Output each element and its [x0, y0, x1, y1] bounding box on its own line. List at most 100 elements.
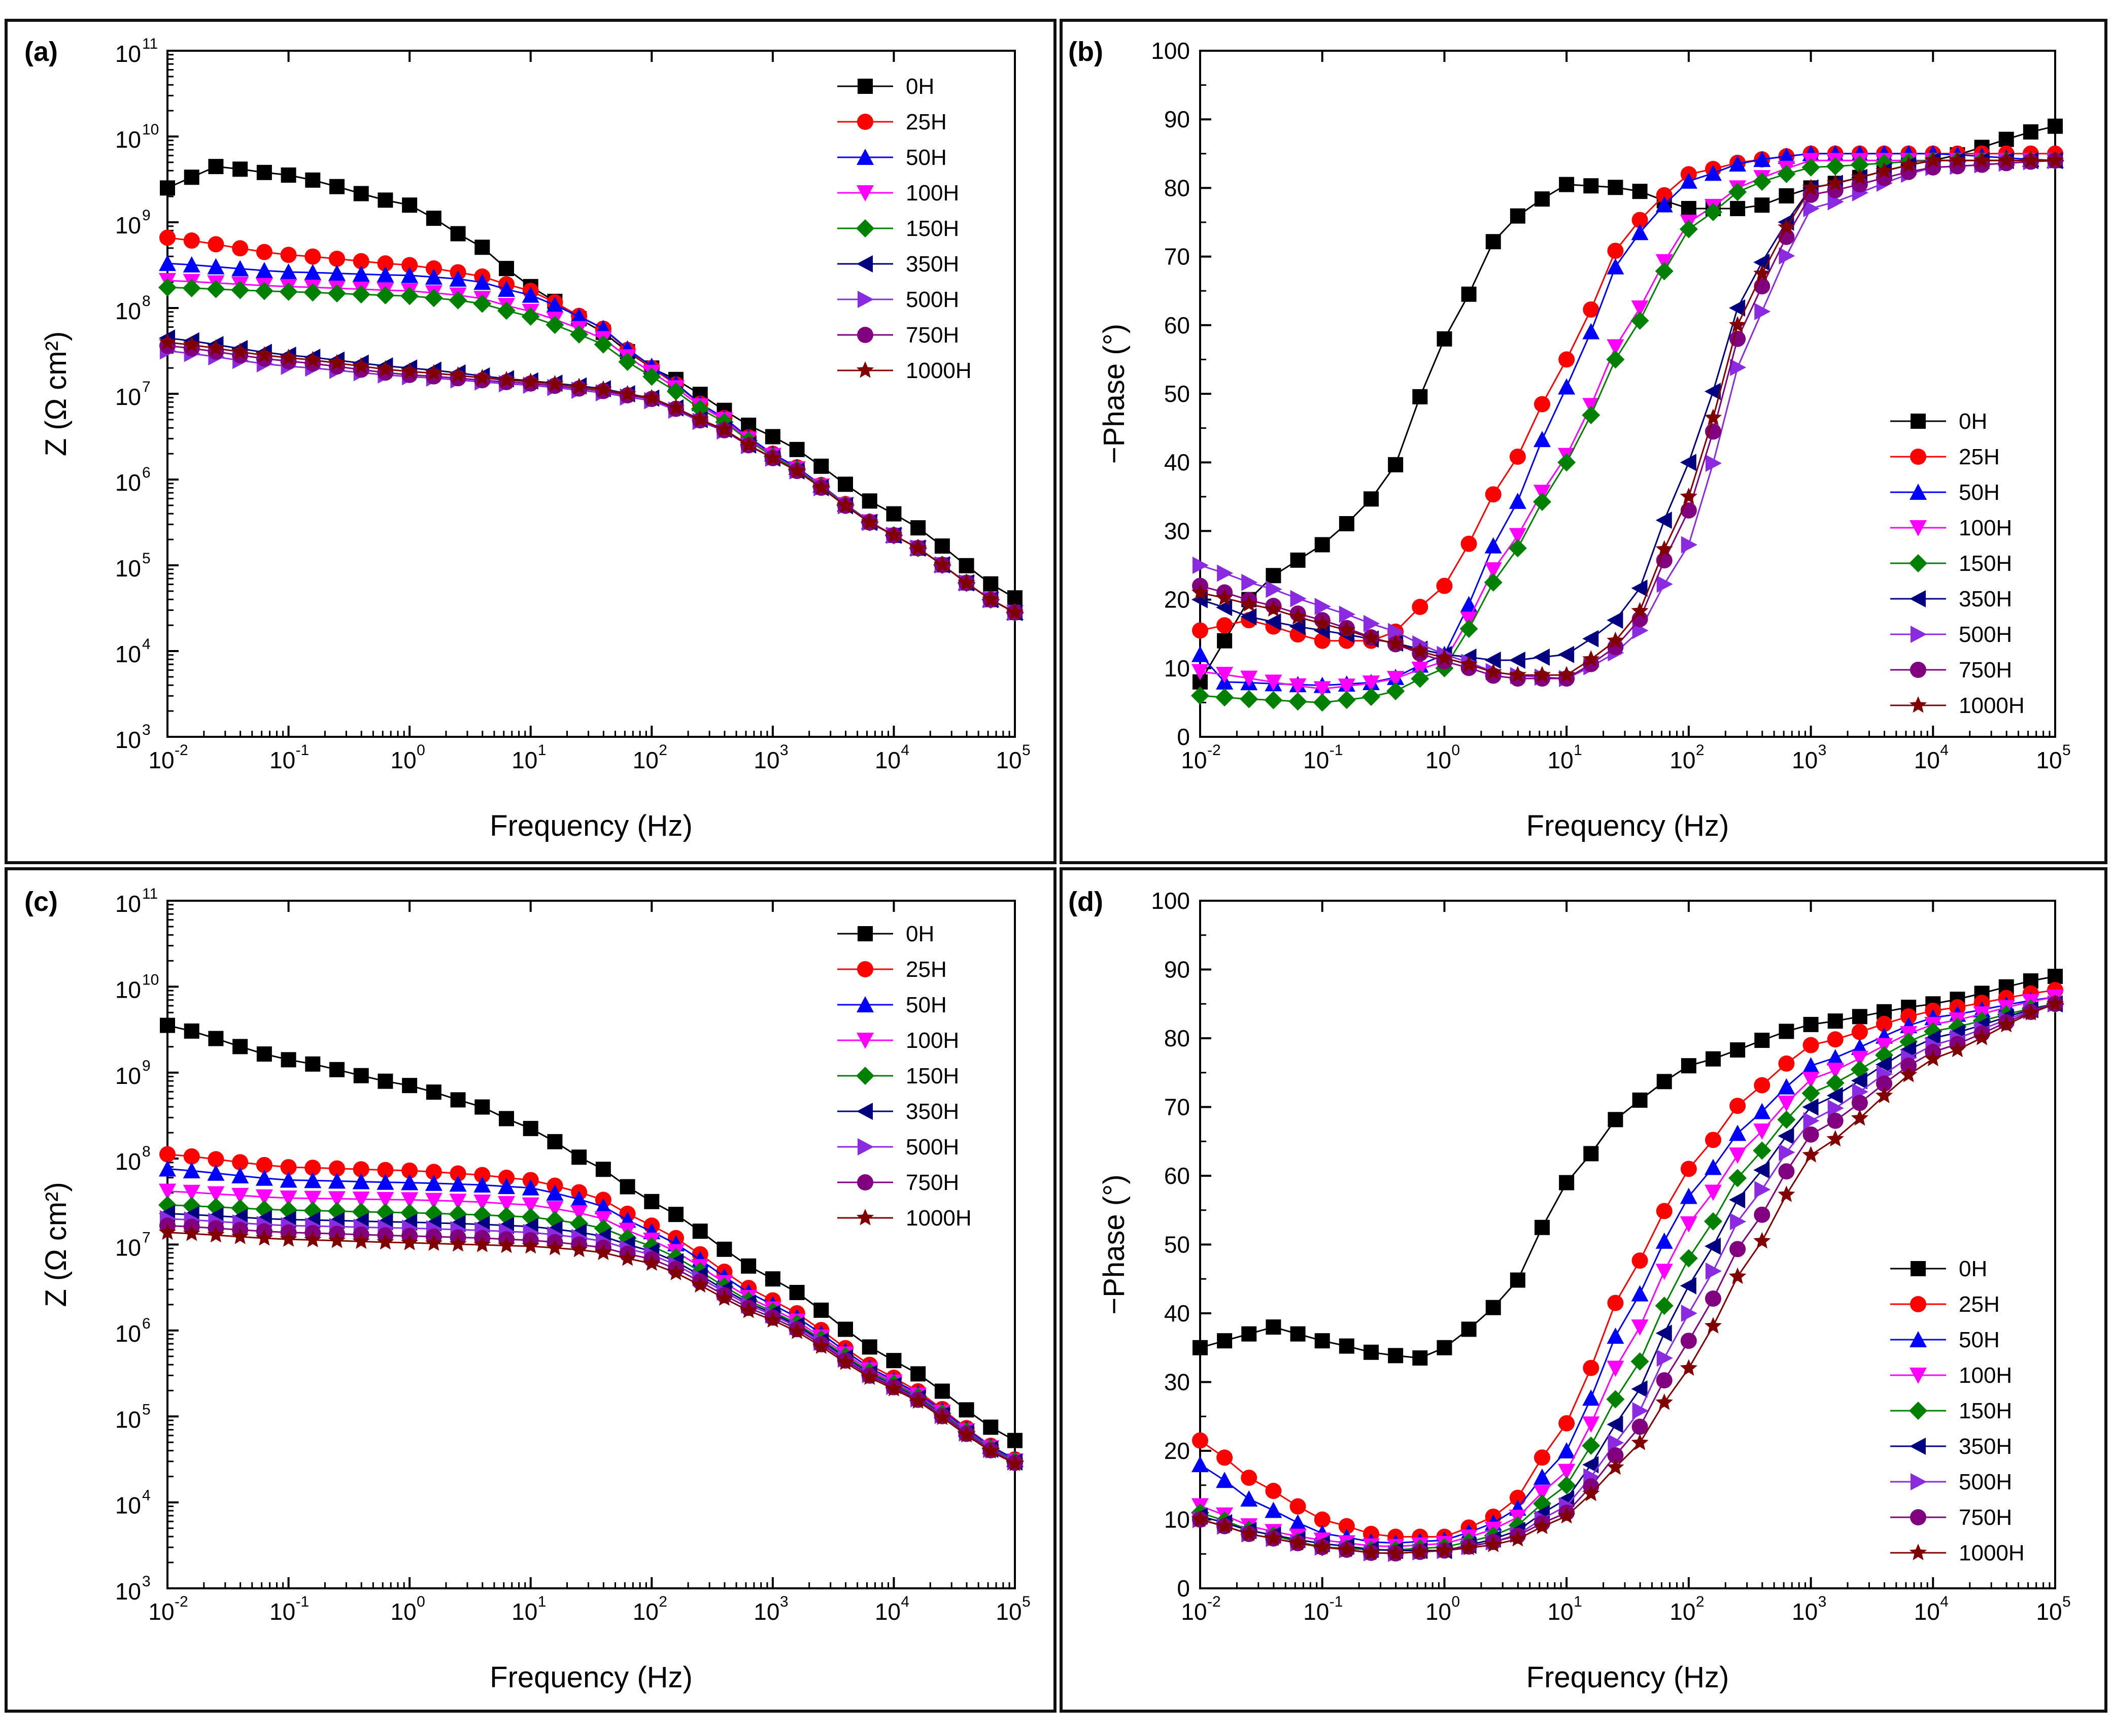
- data-point: [1508, 539, 1527, 558]
- data-point: [159, 255, 176, 271]
- data-point: [255, 1169, 273, 1186]
- data-point: [1875, 162, 1893, 179]
- data-point: [498, 1196, 515, 1212]
- panel-d-label: (d): [1068, 887, 1103, 917]
- data-point: [741, 1258, 757, 1274]
- data-point: [1679, 1249, 1698, 1268]
- data-point: [1802, 1146, 1820, 1163]
- data-point: [1388, 1348, 1404, 1364]
- data-point: [1680, 1161, 1697, 1177]
- data-point: [498, 280, 515, 297]
- data-point: [1705, 1290, 1721, 1307]
- data-point: [1826, 1063, 1844, 1079]
- data-point: [473, 274, 491, 290]
- data-point: [1900, 156, 1918, 173]
- data-point: [499, 1111, 514, 1127]
- data-point: [378, 1073, 393, 1089]
- data-point: [1266, 568, 1281, 584]
- data-point: [1827, 1031, 1844, 1048]
- data-point: [425, 268, 442, 285]
- y-tick-label: 10: [115, 891, 141, 917]
- data-point: [1266, 1319, 1281, 1335]
- data-point: [1680, 487, 1697, 504]
- data-point: [377, 1233, 394, 1250]
- y-tick-exponent: 11: [142, 36, 158, 52]
- data-point: [474, 1099, 490, 1115]
- data-point: [983, 576, 999, 592]
- panel-b-frame: [1060, 19, 2107, 864]
- data-point: [546, 1201, 564, 1217]
- series-1000H: [158, 1223, 1024, 1471]
- data-point: [1655, 1297, 1674, 1315]
- data-point: [1509, 666, 1526, 683]
- panel-a: (a) 10 -2 10 -1 10 0 10 1 10 2 10 3 10 4 10 510 310 410 51…: [5, 19, 1057, 864]
- data-point: [207, 1226, 225, 1243]
- data-point: [1606, 350, 1625, 369]
- x-axis-title: Frequency (Hz): [1526, 809, 1729, 842]
- data-point: [1338, 1540, 1355, 1557]
- data-point: [232, 240, 249, 257]
- data-point: [1656, 187, 1673, 203]
- y-axis-title: −Phase (°): [1098, 1174, 1131, 1314]
- data-point: [1681, 536, 1697, 554]
- legend-marker: [1909, 1544, 1927, 1560]
- data-point: [1706, 1051, 1721, 1067]
- data-point: [1826, 157, 1845, 176]
- data-point: [1484, 537, 1502, 554]
- data-point: [1777, 1110, 1796, 1129]
- data-point: [1729, 299, 1746, 317]
- data-point: [1484, 652, 1501, 669]
- data-point: [1778, 1078, 1795, 1095]
- panel-a-frame: [5, 19, 1057, 864]
- data-point: [522, 372, 539, 389]
- data-point: [570, 308, 588, 324]
- data-point: [256, 1046, 272, 1062]
- data-point: [1826, 1130, 1844, 1147]
- data-point: [1630, 311, 1649, 330]
- data-point: [933, 1408, 951, 1425]
- x-tick-exponent: 4: [901, 742, 909, 759]
- data-point: [909, 539, 927, 556]
- data-point: [910, 520, 926, 536]
- x-tick-label: 10: [1303, 1598, 1329, 1625]
- data-point: [183, 232, 200, 249]
- data-point: [862, 1339, 877, 1355]
- data-point: [1535, 191, 1550, 207]
- data-point: [1436, 1541, 1453, 1558]
- data-point: [1753, 173, 1772, 191]
- data-point: [280, 1190, 297, 1207]
- data-point: [208, 236, 224, 253]
- data-point: [1241, 1470, 1257, 1486]
- data-point: [498, 1178, 515, 1195]
- data-point: [812, 1337, 830, 1354]
- data-point: [1265, 1502, 1282, 1518]
- data-point: [1754, 1181, 1771, 1199]
- legend-marker: [857, 1174, 873, 1190]
- data-point: [1850, 155, 1869, 174]
- data-point: [1655, 512, 1672, 529]
- legend-label: 25H: [1959, 1292, 2000, 1317]
- data-point: [1779, 1143, 1795, 1161]
- data-point: [1362, 688, 1380, 706]
- x-tick-exponent: 5: [2062, 742, 2071, 759]
- data-point: [1924, 151, 1942, 168]
- data-point: [1006, 1454, 1024, 1471]
- data-point: [1007, 590, 1023, 606]
- x-tick-label: 10: [391, 747, 417, 773]
- legend-marker: [1910, 1438, 1926, 1455]
- legend-label: 50H: [1959, 480, 2000, 505]
- data-point: [303, 283, 322, 302]
- data-point: [1876, 1075, 1892, 1092]
- data-point: [1631, 602, 1649, 619]
- data-point: [1655, 1393, 1673, 1410]
- series-1000H: [1191, 995, 2064, 1561]
- data-point: [1510, 208, 1525, 224]
- legend-label: 500H: [906, 287, 959, 312]
- data-point: [1533, 666, 1551, 683]
- data-point: [450, 1092, 466, 1108]
- data-point: [571, 1149, 587, 1165]
- data-point: [328, 1191, 346, 1208]
- data-point: [1509, 652, 1525, 669]
- data-point: [425, 1174, 442, 1191]
- data-point: [1241, 573, 1258, 591]
